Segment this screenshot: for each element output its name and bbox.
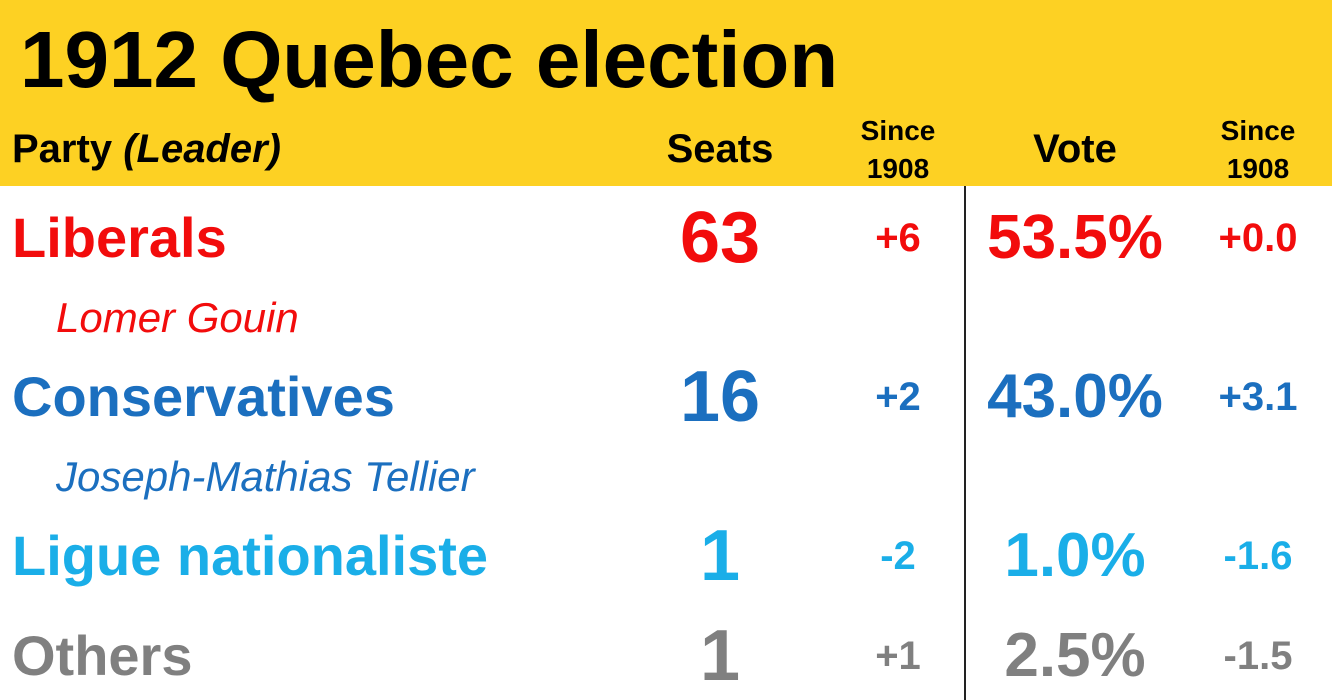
header-band [0,0,1332,186]
leader: Joseph-Mathias Tellier [56,452,475,500]
divider [964,186,966,700]
vote-change: +3.1 [1218,375,1298,419]
line: Since [1220,115,1296,146]
leader: Lomer Gouin [56,293,299,341]
line: Since [860,115,936,146]
leader-label: (Leader) [123,127,281,171]
line: 1908 [866,153,930,184]
party-header: Party (Leader) [12,124,281,174]
seats-change: +2 [875,375,921,419]
seats: 1 [699,615,741,696]
vote-change: -1.5 [1223,634,1293,678]
seats: 1 [699,515,741,596]
seats-change: +6 [875,216,921,260]
vote: 43.0% [987,361,1163,431]
vote: 53.5% [987,202,1163,272]
vote-change-header: Since 1908 [1221,112,1296,188]
vote: 1.0% [1004,520,1146,590]
party-name: Liberals [12,206,227,270]
title: 1912 Quebec election [20,15,839,104]
seats: 16 [679,356,761,437]
party-name: Ligue nationaliste [12,524,489,588]
vote-change: +0.0 [1218,216,1298,260]
seats-change-header: Since 1908 [861,112,936,188]
vote-change: -1.6 [1223,534,1293,578]
party-label: Party [12,127,113,171]
line: 1908 [1226,153,1290,184]
party-name: Conservatives [12,365,395,429]
vote-header: Vote [1033,127,1117,171]
seats-change: +1 [875,634,921,678]
seats-change: -2 [880,534,916,578]
vote: 2.5% [1004,620,1146,690]
seats: 63 [679,197,761,278]
seats-header: Seats [666,127,774,171]
party-name: Others [12,624,193,688]
